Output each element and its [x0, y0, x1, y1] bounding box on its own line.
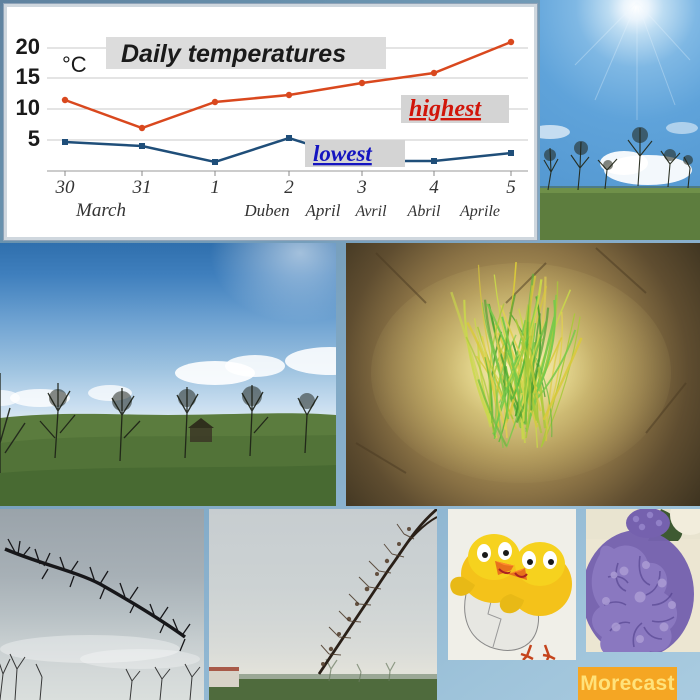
svg-text:April: April — [305, 201, 341, 220]
svg-text:Avril: Avril — [354, 203, 387, 220]
svg-text:March: March — [75, 200, 126, 221]
svg-text:30: 30 — [55, 177, 76, 198]
svg-text:31: 31 — [132, 177, 152, 198]
svg-text:lowest: lowest — [313, 141, 372, 166]
svg-text:5: 5 — [28, 126, 40, 151]
svg-text:Aprile: Aprile — [459, 203, 500, 220]
svg-text:5: 5 — [506, 177, 516, 198]
svg-text:Abril: Abril — [407, 203, 441, 220]
svg-text:Daily temperatures: Daily temperatures — [121, 40, 346, 68]
svg-text:3: 3 — [356, 177, 367, 198]
svg-text:4: 4 — [429, 177, 439, 198]
svg-text:highest: highest — [409, 96, 482, 122]
svg-text:15: 15 — [16, 64, 40, 89]
svg-text:10: 10 — [16, 95, 40, 120]
svg-text:2: 2 — [284, 177, 294, 198]
svg-text:°C: °C — [62, 52, 87, 77]
svg-text:1: 1 — [210, 177, 220, 198]
svg-text:20: 20 — [16, 34, 40, 59]
svg-text:Duben: Duben — [243, 201, 289, 220]
